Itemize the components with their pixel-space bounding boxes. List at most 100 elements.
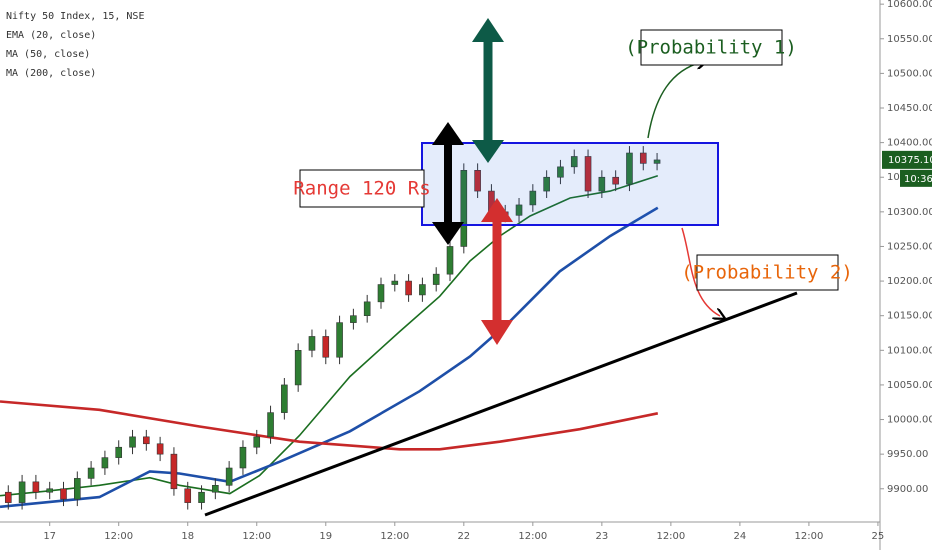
y-tick-label: 10100.00 [887, 345, 932, 356]
candle-body [184, 488, 192, 503]
candle-body [405, 280, 412, 296]
candle-body [543, 176, 550, 192]
x-tick-label: 23 [595, 531, 608, 542]
x-tick-label: 12:00 [656, 531, 685, 542]
x-tick-label: 18 [181, 531, 194, 542]
candle-body [626, 152, 633, 185]
x-tick-label: 25 [872, 531, 885, 542]
candle-body [143, 436, 150, 445]
prob1-box [640, 29, 783, 66]
candle-body [170, 453, 178, 490]
trendline [204, 291, 798, 517]
prob2-box [696, 254, 839, 291]
candle-body [419, 284, 426, 296]
candle-body [101, 457, 109, 469]
candle-body [363, 301, 371, 316]
candle-body [212, 485, 219, 493]
candle-body [198, 491, 205, 503]
candle-body [460, 170, 468, 247]
prob2-label: (Probability 2) [681, 262, 853, 284]
curve-arrow-1 [647, 62, 702, 139]
candle-body [515, 204, 523, 216]
prob1-label: (Probability 1) [625, 37, 797, 59]
x-tick-label: 17 [43, 531, 56, 542]
y-tick-label: 10400.00 [887, 138, 932, 149]
x-tick-label: 12:00 [104, 531, 133, 542]
candle-body [584, 156, 592, 192]
x-tick-label: 12:00 [380, 531, 409, 542]
x-tick-label: 12:00 [518, 531, 547, 542]
candle-body [336, 322, 343, 358]
candle-body [239, 446, 247, 469]
candle-body [598, 176, 606, 192]
y-tick-label: 10150.00 [887, 311, 932, 322]
candle-body [129, 436, 136, 448]
candle-body [529, 190, 537, 206]
y-tick-label: 10050.00 [887, 380, 932, 391]
candle-body [350, 315, 357, 323]
y-tick-label: 9950.00 [887, 449, 928, 460]
range-label: Range 120 Rs [293, 178, 430, 200]
y-tick-label: 10450.00 [887, 103, 932, 114]
candle-body [557, 166, 564, 178]
candle-body [612, 176, 619, 185]
chart-title: Nifty 50 Index, 15, NSE [6, 11, 144, 22]
axes: 9900.00 9950.00 10000.00 10050.00 10100.00 10… [43, 0, 932, 542]
candle-body [474, 170, 481, 192]
down-arrow [481, 198, 513, 345]
candle-body [294, 350, 302, 386]
range-arrow [432, 122, 464, 245]
candle-body [570, 156, 578, 168]
candle-body [253, 436, 261, 448]
y-tick-label: 10300.00 [887, 207, 932, 218]
legend-item: MA (200, close) [6, 68, 96, 79]
countdown-label: 10:36 [904, 174, 932, 185]
y-tick-label: 10600.00 [887, 0, 932, 10]
candle-body [18, 481, 26, 503]
candle-body [308, 336, 316, 351]
time-axis-bg [0, 522, 932, 550]
candle-body [32, 481, 40, 493]
x-tick-label: 24 [734, 531, 747, 542]
curve-arrow-2 [681, 227, 720, 316]
candle-body [46, 488, 53, 493]
countdown-badge [900, 169, 932, 187]
candle-body [446, 246, 454, 275]
moving-average [0, 206, 659, 509]
candle-body [267, 412, 274, 438]
x-tick-label: 12:00 [794, 531, 823, 542]
last-price-label: 10375.10 [888, 155, 932, 166]
range-box [421, 142, 719, 226]
y-tick-label: 10200.00 [887, 276, 932, 287]
candle-body [281, 384, 288, 413]
up-arrow [472, 18, 504, 163]
candle-body [225, 467, 233, 486]
candle-body [4, 491, 12, 503]
candle-body [322, 336, 330, 358]
x-tick-label: 22 [457, 531, 470, 542]
candle-body [115, 446, 123, 458]
candle-body [432, 273, 440, 285]
x-tick-label: 19 [319, 531, 332, 542]
candle-body [639, 152, 647, 164]
candle-body [653, 159, 661, 164]
legend-item: MA (50, close) [6, 49, 90, 60]
x-tick-label: 12:00 [242, 531, 271, 542]
candle-body [74, 478, 81, 500]
y-tick-label: 10550.00 [887, 34, 932, 45]
last-price-badge [882, 150, 932, 169]
y-tick-label: 9900.00 [887, 484, 928, 495]
candle-body [87, 467, 95, 479]
range-label-box [299, 169, 425, 208]
y-tick-label: 10000.00 [887, 415, 932, 426]
y-tick-label: 10250.00 [887, 241, 932, 252]
moving-average [0, 400, 659, 451]
legend-item: EMA (20, close) [6, 30, 96, 41]
price-axis-bg [880, 0, 932, 550]
candle-body [156, 443, 164, 455]
y-tick-label: 10500.00 [887, 68, 932, 79]
candle-body [377, 284, 385, 303]
candle-body [391, 280, 399, 285]
candle-body [60, 488, 67, 500]
